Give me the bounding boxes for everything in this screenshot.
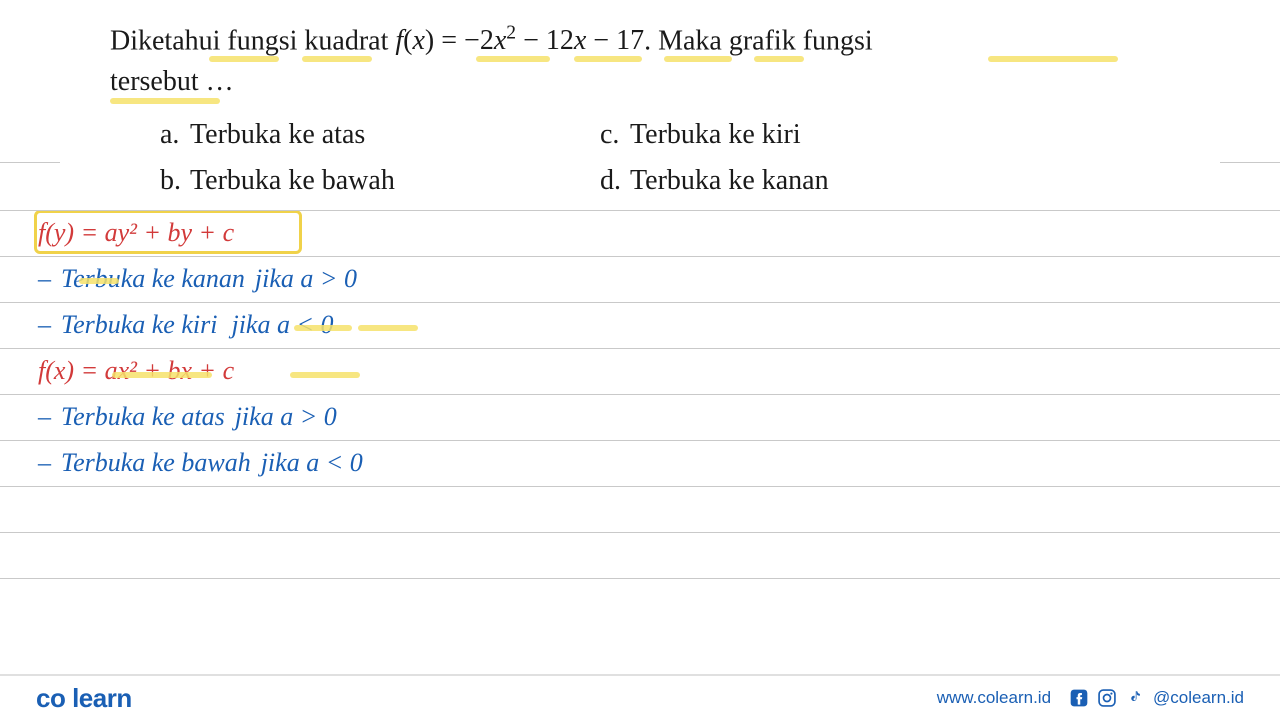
footer-bar: co learn www.colearn.id @colearn.id <box>0 674 1280 720</box>
option-d-text: Terbuka ke kanan <box>630 161 829 202</box>
facebook-icon <box>1069 688 1089 708</box>
option-b-text: Terbuka ke bawah <box>190 161 395 202</box>
footer-url: www.colearn.id <box>937 688 1051 708</box>
yellow-underline <box>302 56 372 62</box>
empty-rule-2 <box>0 532 1280 578</box>
question-line2: tersebut … <box>110 62 1170 103</box>
question-prefix: Diketahui fungsi kuadrat <box>110 25 395 56</box>
tiktok-icon <box>1125 688 1145 708</box>
yellow-underline <box>574 56 642 62</box>
yellow-underline <box>664 56 732 62</box>
colearn-logo: co learn <box>36 683 132 714</box>
yellow-underline <box>79 278 119 284</box>
option-d: d. Terbuka ke kanan <box>600 161 1170 202</box>
question-formula: f(x) = −2x2 − 12x − 17 <box>395 25 644 56</box>
yellow-underline <box>112 372 212 378</box>
yellow-underline <box>290 372 360 378</box>
option-c-letter: c. <box>600 115 622 156</box>
social-icons: @colearn.id <box>1069 688 1244 708</box>
note-line-1: f(y) = ay² + by + c <box>0 210 1280 256</box>
rule-tick-left <box>0 162 60 163</box>
yellow-underline <box>209 56 279 62</box>
note-6-a: Terbuka ke bawah <box>61 448 251 478</box>
note-6-b: jika a < 0 <box>261 448 363 478</box>
yellow-underline <box>988 56 1118 62</box>
yellow-underline <box>754 56 804 62</box>
note-line-4: f(x) = ax² + bx + c <box>0 348 1280 394</box>
yellow-underline <box>358 325 418 331</box>
note-line-5: – Terbuka ke atas jika a > 0 <box>0 394 1280 440</box>
note-line-3: – Terbuka ke kiri jika a < 0 <box>0 302 1280 348</box>
rule-tick-right <box>1220 162 1280 163</box>
note-dash: – <box>38 448 51 478</box>
yellow-underline <box>476 56 550 62</box>
option-d-letter: d. <box>600 161 622 202</box>
note-dash: – <box>38 310 51 340</box>
logo-part-b: learn <box>72 683 132 713</box>
empty-rule-3 <box>0 578 1280 598</box>
footer-handle: @colearn.id <box>1153 688 1244 708</box>
note-5-a: Terbuka ke atas <box>61 402 225 432</box>
options-grid: a. Terbuka ke atas c. Terbuka ke kiri b.… <box>110 115 1170 202</box>
option-a: a. Terbuka ke atas <box>160 115 600 156</box>
note-3-a: Terbuka ke kiri <box>61 310 217 340</box>
footer-right: www.colearn.id @colearn.id <box>937 688 1244 708</box>
option-a-text: Terbuka ke atas <box>190 115 365 156</box>
note-dash: – <box>38 402 51 432</box>
question-suffix: . Maka grafik fungsi <box>644 25 873 56</box>
note-dash: – <box>38 264 51 294</box>
empty-rule-1 <box>0 486 1280 532</box>
option-c-text: Terbuka ke kiri <box>630 115 801 156</box>
yellow-underline <box>110 98 220 104</box>
note-2-b: jika a > 0 <box>255 264 357 294</box>
option-a-letter: a. <box>160 115 182 156</box>
note-line-2: – Terbuka ke kanan jika a > 0 <box>0 256 1280 302</box>
handwritten-notes: f(y) = ay² + by + c – Terbuka ke kanan j… <box>0 210 1280 598</box>
note-5-b: jika a > 0 <box>235 402 337 432</box>
logo-part-a: co <box>36 683 65 713</box>
yellow-underline <box>294 325 352 331</box>
note-formula-y: f(y) = ay² + by + c <box>38 218 234 248</box>
instagram-icon <box>1097 688 1117 708</box>
option-c: c. Terbuka ke kiri <box>600 115 1170 156</box>
note-line-6: – Terbuka ke bawah jika a < 0 <box>0 440 1280 486</box>
option-b-letter: b. <box>160 161 182 202</box>
option-b: b. Terbuka ke bawah <box>160 161 600 202</box>
